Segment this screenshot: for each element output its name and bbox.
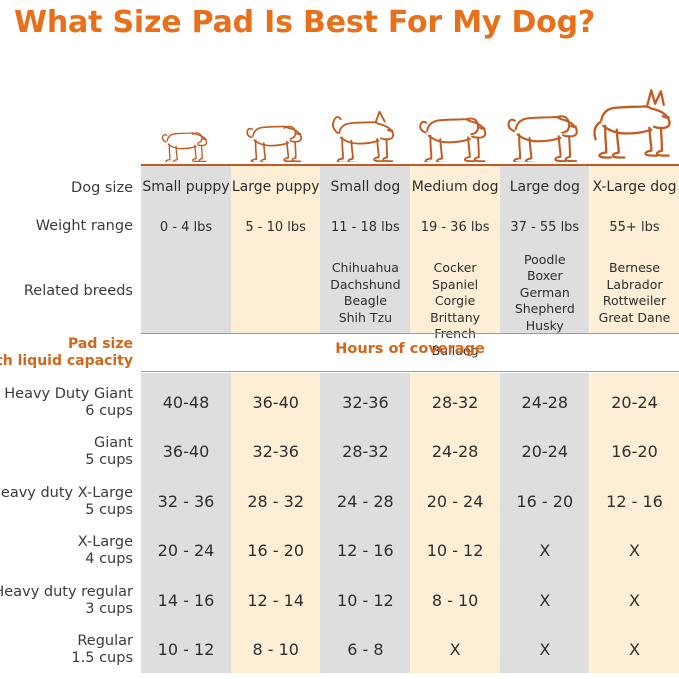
page-title: What Size Pad Is Best For My Dog? (14, 5, 596, 40)
cell-related-breeds-3: Chihuahua Dachshund Beagle Shih Tzu (330, 260, 401, 325)
dog-silhouette-medium-dog-icon (414, 103, 496, 162)
row-label-pad-3: Heavy duty X-Large 5 cups (0, 484, 133, 518)
cell-weight-range-2: 5 - 10 lbs (245, 220, 306, 235)
column-stripe-6-band-1 (589, 166, 679, 333)
column-stripe-1-band-2 (141, 373, 231, 673)
cell-dog-size-3: Small dog (330, 179, 401, 195)
divider-top (141, 333, 679, 334)
column-stripe-3-band-1 (320, 166, 411, 333)
cell-hours-r3-c4: 20 - 24 (426, 491, 484, 511)
row-label-pad-5: Heavy duty regular 3 cups (0, 583, 133, 617)
row-label-dog-size: Dog size (71, 180, 133, 196)
cell-hours-r1-c5: 24-28 (521, 393, 569, 412)
column-stripe-6-band-2 (589, 373, 679, 673)
cell-hours-r5-c3: 10 - 12 (337, 590, 394, 610)
cell-hours-r1-c3: 32-36 (342, 393, 389, 412)
cell-weight-range-1: 0 - 4 lbs (159, 220, 213, 235)
cell-hours-r4-c4: 10 - 12 (426, 541, 484, 561)
cell-dog-size-2: Large puppy (231, 179, 320, 195)
cell-hours-r3-c5: 16 - 20 (516, 491, 574, 511)
cell-hours-r4-c3: 12 - 16 (337, 541, 394, 561)
cell-related-breeds-5: Poodle Boxer German Shepherd Husky (514, 251, 575, 333)
cell-hours-r6-c1: 10 - 12 (157, 640, 215, 659)
column-stripe-4-band-1 (410, 166, 500, 333)
cell-hours-r4-c6: X (629, 541, 640, 561)
cell-weight-range-6: 55+ lbs (609, 220, 660, 235)
cell-hours-r3-c3: 24 - 28 (337, 491, 394, 511)
cell-related-breeds-4: Cocker Spaniel Corgie Brittany French Bu… (430, 260, 481, 358)
cell-hours-r5-c6: X (629, 590, 640, 610)
section-header-hours-of-coverage: Hours of coverage (335, 341, 485, 357)
cell-weight-range-3: 11 - 18 lbs (330, 220, 400, 235)
cell-dog-size-1: Small puppy (142, 179, 230, 195)
row-label-pad-4: X-Large 4 cups (77, 534, 133, 568)
cell-hours-r2-c5: 20-24 (521, 442, 569, 462)
column-stripe-2-band-2 (230, 373, 321, 673)
dog-silhouette-xlarge-dog-icon (586, 82, 679, 162)
cell-related-breeds-6: Bernese Labrador Rottweiler Great Dane (598, 260, 671, 325)
column-stripe-1-band-1 (141, 166, 231, 333)
cell-hours-r4-c2: 16 - 20 (247, 541, 305, 561)
cell-hours-r5-c1: 14 - 16 (157, 590, 215, 610)
cell-hours-r1-c2: 36-40 (252, 393, 299, 412)
column-stripe-5-band-1 (499, 166, 590, 333)
cell-hours-r2-c6: 16-20 (611, 442, 658, 462)
cell-hours-r5-c2: 12 - 14 (247, 590, 305, 610)
row-label-weight-range: Weight range (35, 218, 133, 234)
cell-dog-size-6: X-Large dog (592, 179, 677, 195)
column-stripe-5-band-2 (499, 373, 590, 673)
cell-dog-size-5: Large dog (509, 179, 580, 195)
cell-hours-r5-c5: X (539, 590, 551, 610)
cell-hours-r6-c6: X (629, 640, 640, 659)
dog-silhouette-large-dog-icon (502, 100, 588, 162)
cell-dog-size-4: Medium dog (411, 179, 499, 195)
dog-silhouette-small-dog-icon (327, 107, 403, 162)
ground-line (141, 164, 679, 166)
cell-hours-r6-c3: 6 - 8 (347, 640, 384, 659)
row-label-pad-1: Heavy Duty Giant 6 cups (4, 386, 133, 419)
cell-weight-range-4: 19 - 36 lbs (420, 220, 490, 235)
cell-hours-r1-c1: 40-48 (162, 393, 210, 412)
cell-hours-r5-c4: 8 - 10 (431, 590, 479, 610)
cell-hours-r2-c2: 32-36 (252, 442, 299, 462)
column-stripe-2-band-1 (230, 166, 321, 333)
dog-silhouette-small-puppy-icon (158, 122, 214, 162)
cell-hours-r3-c2: 28 - 32 (247, 491, 305, 511)
cell-hours-r6-c2: 8 - 10 (252, 640, 299, 659)
dog-silhouette-large-puppy-icon (242, 113, 310, 162)
cell-hours-r1-c4: 28-32 (431, 393, 479, 412)
row-label-pad-size: Pad size with liquid capacity (0, 336, 133, 369)
column-stripe-3-band-2 (320, 373, 411, 673)
row-label-pad-2: Giant 5 cups (85, 435, 133, 469)
cell-hours-r3-c1: 32 - 36 (157, 491, 215, 511)
row-label-pad-6: Regular 1.5 cups (71, 633, 133, 666)
cell-hours-r6-c5: X (539, 640, 551, 659)
cell-hours-r2-c4: 24-28 (431, 442, 479, 462)
cell-hours-r6-c4: X (449, 640, 461, 659)
row-label-related-breeds: Related breeds (23, 283, 133, 299)
divider-bottom (141, 371, 679, 372)
cell-hours-r4-c5: X (539, 541, 551, 561)
cell-weight-range-5: 37 - 55 lbs (510, 220, 580, 235)
cell-hours-r1-c6: 20-24 (611, 393, 658, 412)
cell-hours-r2-c1: 36-40 (162, 442, 210, 462)
cell-hours-r3-c6: 12 - 16 (606, 491, 663, 511)
cell-hours-r4-c1: 20 - 24 (157, 541, 215, 561)
column-stripe-4-band-2 (410, 373, 500, 673)
cell-hours-r2-c3: 28-32 (342, 442, 389, 462)
dog-illustrations-row (141, 78, 679, 166)
